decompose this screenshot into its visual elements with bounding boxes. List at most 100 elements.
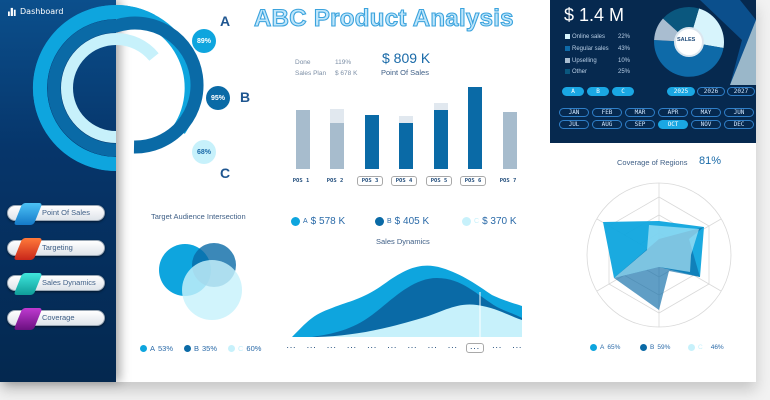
ring-c-letter: C — [220, 165, 231, 181]
legend-value: 60% — [246, 344, 262, 353]
month-sep-button[interactable]: SEP — [625, 120, 655, 129]
sales-total: $ 1.4 M — [564, 5, 625, 25]
sales-summary-panel: $ 1.4 M Online sales 22% Regular sales 4… — [550, 0, 756, 143]
pos-total: $ 809 K — [382, 50, 431, 66]
dot-icon — [590, 344, 597, 351]
legend-letter: A — [150, 344, 156, 353]
legend-online-value: 22% — [618, 34, 631, 40]
dot-icon — [140, 345, 147, 352]
ring-c-badge: 68% — [192, 140, 216, 164]
x-tick[interactable]: ... — [427, 344, 438, 350]
done-value: 119% — [335, 59, 352, 66]
sales-plan-value: $ 678 K — [335, 70, 358, 77]
x-tick[interactable]: ... — [346, 344, 357, 350]
x-tick-selected[interactable]: ... — [465, 343, 484, 353]
ring-c-value: 68% — [196, 148, 211, 156]
ribbon-icon — [13, 238, 43, 260]
pos-1-label[interactable]: POS 1 — [292, 178, 310, 184]
bar-chart-icon — [8, 7, 16, 16]
ring-b-letter: B — [240, 89, 251, 105]
sales-dynamics-area-chart — [292, 265, 522, 337]
page-title: ABC Product Analysis — [253, 4, 514, 32]
x-tick[interactable]: ... — [326, 344, 337, 350]
dot-icon — [462, 217, 471, 226]
nav-sales-dynamics-button[interactable]: Sales Dynamics — [7, 273, 105, 295]
dot-icon — [291, 217, 300, 226]
x-tick[interactable]: ... — [386, 344, 397, 350]
x-tick[interactable]: ... — [511, 344, 522, 350]
done-label: Done — [295, 59, 311, 66]
dot-icon — [375, 217, 384, 226]
nav-targeting-button[interactable]: Targeting — [7, 238, 105, 260]
nav-coverage-button[interactable]: Coverage — [7, 308, 105, 330]
year-2026-button[interactable]: 2026 — [697, 87, 725, 96]
pos-4-button[interactable]: POS 4 — [391, 176, 417, 186]
legend-value: $ 370 K — [482, 216, 517, 227]
month-oct-button[interactable]: OCT — [658, 120, 688, 129]
legend-swatch — [565, 34, 570, 39]
legend-value: $ 578 K — [310, 216, 346, 227]
x-tick[interactable]: ... — [366, 344, 377, 350]
nav-label: Coverage — [42, 313, 75, 322]
x-tick[interactable]: ... — [491, 344, 502, 350]
pos-5-button[interactable]: POS 5 — [426, 176, 452, 186]
segment-b-button[interactable]: B — [587, 87, 609, 96]
coverage-legend-a: A 65% — [590, 344, 620, 351]
x-tick[interactable]: ... — [286, 344, 296, 350]
legend-value: 46% — [710, 344, 724, 351]
coverage-legend-c: C 46% — [688, 344, 724, 351]
ring-a-letter: A — [220, 13, 231, 29]
legend-value: $ 405 K — [394, 216, 430, 227]
pos-7-label[interactable]: POS 7 — [499, 178, 517, 184]
month-may-button[interactable]: MAY — [691, 108, 721, 117]
legend-letter: B — [650, 344, 655, 351]
legend-other-label: Other — [572, 69, 588, 76]
x-tick[interactable]: ... — [306, 344, 317, 350]
legend-letter: C — [238, 344, 244, 353]
audience-title: Target Audience Intersection — [151, 212, 246, 221]
nav-label: Point Of Sales — [42, 208, 90, 217]
dot-icon — [688, 344, 695, 351]
dynamics-x-axis: ... ... ... ... ... ... ... ... ... ... … — [284, 343, 524, 353]
dashboard-title[interactable]: Dashboard — [8, 7, 63, 16]
venn-diagram — [159, 243, 242, 320]
month-jan-button[interactable]: JAN — [559, 108, 589, 117]
coverage-value: 81% — [699, 155, 722, 167]
legend-swatch — [565, 46, 570, 51]
month-dec-button[interactable]: DEC — [724, 120, 754, 129]
pos-6-button[interactable]: POS 6 — [460, 176, 486, 186]
month-feb-button[interactable]: FEB — [592, 108, 622, 117]
legend-online-label: Online sales — [572, 34, 606, 41]
legend-letter: B — [387, 218, 392, 225]
legend-value: 53% — [158, 344, 174, 353]
ribbon-icon — [13, 203, 43, 225]
dynamics-legend-a: A $ 578 K — [291, 216, 345, 227]
month-jul-button[interactable]: JUL — [559, 120, 589, 129]
segment-a-button[interactable]: A — [562, 87, 584, 96]
sales-donut-chart — [654, 7, 725, 77]
dynamics-legend-b: B $ 405 K — [375, 216, 429, 227]
month-aug-button[interactable]: AUG — [592, 120, 622, 129]
pos-2-label[interactable]: POS 2 — [326, 178, 344, 184]
year-2027-button[interactable]: 2027 — [727, 87, 755, 96]
month-nov-button[interactable]: NOV — [691, 120, 721, 129]
nav-point-of-sales-button[interactable]: Point Of Sales — [7, 203, 105, 225]
dashboard-page: Dashboard Point Of Sales Targeting Sales… — [0, 0, 756, 382]
dynamics-title: Sales Dynamics — [376, 237, 430, 246]
legend-upselling-label: Upselling — [572, 58, 597, 65]
x-tick[interactable]: ... — [447, 344, 458, 350]
x-tick[interactable]: ... — [407, 344, 417, 350]
decorative-shape — [700, 0, 756, 85]
year-2025-button[interactable]: 2025 — [667, 87, 695, 96]
pos-caption: Point Of Sales — [381, 68, 429, 77]
audience-legend-c: C 60% — [228, 344, 261, 353]
month-mar-button[interactable]: MAR — [625, 108, 655, 117]
legend-regular-label: Regular sales — [572, 46, 609, 53]
month-apr-button[interactable]: APR — [658, 108, 688, 117]
nav-label: Sales Dynamics — [42, 278, 96, 287]
month-jun-button[interactable]: JUN — [724, 108, 754, 117]
legend-letter: A — [600, 344, 605, 351]
donut-center-label: SALES — [677, 37, 696, 43]
segment-c-button[interactable]: C — [612, 87, 634, 96]
pos-3-button[interactable]: POS 3 — [357, 176, 383, 186]
